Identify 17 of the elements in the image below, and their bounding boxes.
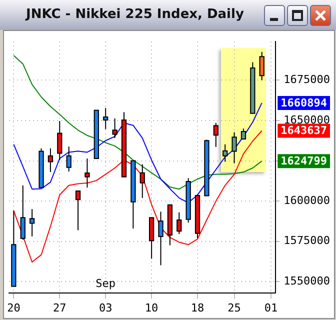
y-tick-label: 1575000 [284,234,330,248]
x-tick-label: 10 [144,301,158,314]
x-tick-label: 18 [190,301,204,314]
data-label: 1643637 [280,124,327,138]
y-tick-label: 1550000 [284,274,330,288]
x-tick-label: 20 [7,301,20,314]
y-tick-label: 1600000 [284,194,330,207]
annotation: Sep [96,277,116,290]
y-tick-label: 1675000 [284,73,330,86]
x-tick-label: 27 [53,301,66,314]
x-tick-label: 01 [264,301,278,314]
chart-title: JNKC - Nikkei 225 Index, Daily [26,7,244,22]
x-tick-label: 03 [98,301,112,314]
data-label: 1624799 [280,154,327,168]
x-tick-label: 25 [228,301,241,314]
data-label: 1660894 [280,96,328,110]
y-tick-label: 1650000 [284,113,330,126]
